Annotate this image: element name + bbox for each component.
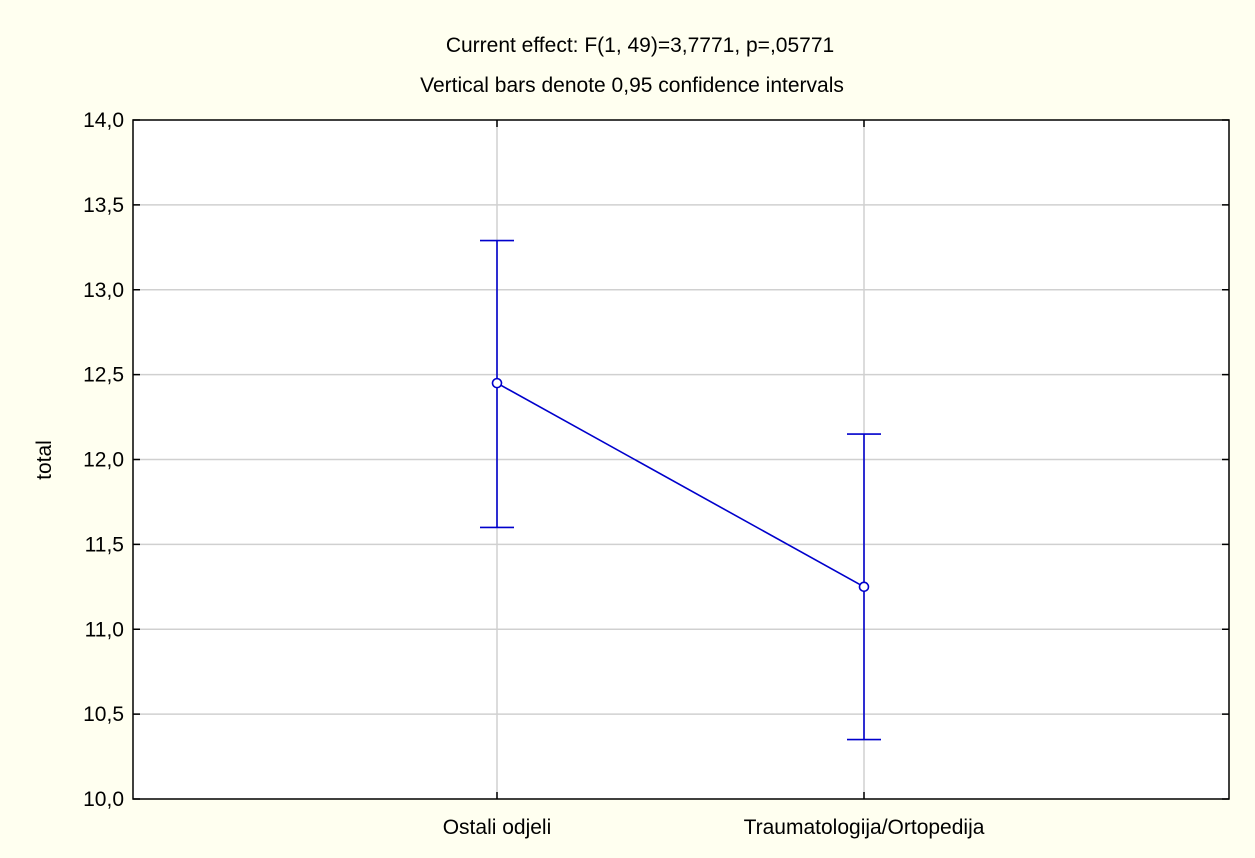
series-line (496, 382, 865, 588)
grid-layer (133, 120, 1229, 799)
plot-frame (132, 119, 1230, 800)
y-tick-label: 14,0 (83, 109, 124, 132)
y-tick-label: 11,5 (85, 533, 124, 556)
y-tick-label: 10,0 (83, 788, 124, 811)
y-tick-label: 12,5 (83, 364, 124, 387)
chart-title: Current effect: F(1, 49)=3,7771, p=,0577… (446, 34, 834, 57)
y-axis-label: total (33, 440, 56, 480)
data-point (491, 377, 503, 389)
x-axis: Ostali odjeli Traumatologija/Ortopedija (443, 120, 985, 839)
y-tick-label: 10,5 (83, 703, 124, 726)
y-tick-label: 13,5 (83, 194, 124, 217)
chart-subtitle: Vertical bars denote 0,95 confidence int… (420, 74, 844, 97)
x-tick-label: Traumatologija/Ortopedija (744, 816, 985, 839)
x-tick-label: Ostali odjeli (443, 816, 552, 839)
y-tick-label: 11,0 (85, 618, 124, 641)
y-axis: 10,0 10,5 11,0 11,5 12,0 12,5 13,0 13,5 14,0 (83, 109, 1229, 811)
series-layer (480, 239, 881, 741)
data-point (858, 581, 870, 593)
y-tick-label: 13,0 (83, 279, 124, 302)
y-tick-label: 12,0 (83, 449, 124, 472)
